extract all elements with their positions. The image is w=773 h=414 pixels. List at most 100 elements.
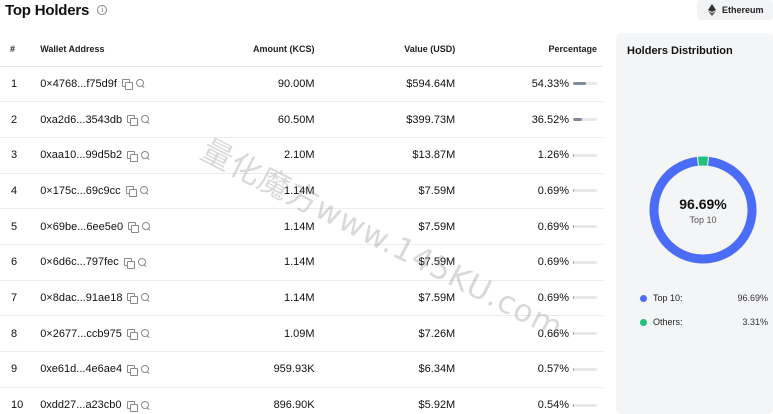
rank-cell: 7 — [0, 280, 41, 317]
column-header-wallet-address: Wallet Address — [40, 33, 181, 67]
wallet-address-link[interactable]: 0xdd27...a23cb0 — [40, 399, 122, 412]
percentage-value: 0.69% — [537, 184, 569, 197]
search-icon[interactable] — [141, 364, 150, 374]
copy-icon[interactable] — [126, 400, 138, 412]
wallet-address-cell: 0×69be...6ee5e0 — [40, 208, 181, 245]
holders-table-body: 1 0×4768...f75d9f 90.00M $594.64M 54.33% 2 0xa… — [0, 66, 603, 414]
value-cell: $5.92M — [316, 387, 458, 414]
wallet-address-link[interactable]: 0×8dac...91ae18 — [40, 291, 123, 304]
percentage-cell: 54.33% — [457, 66, 603, 103]
copy-icon[interactable] — [127, 115, 139, 127]
percentage-bar — [573, 82, 597, 86]
wallet-address-link[interactable]: 0×2677...ccb975 — [40, 327, 122, 340]
wallet-address-cell: 0xaa10...99d5b2 — [40, 137, 181, 174]
percentage-cell: 1.26% — [457, 137, 603, 174]
search-icon[interactable] — [142, 222, 151, 231]
search-icon[interactable] — [140, 329, 150, 338]
percentage-bar — [573, 332, 597, 336]
search-icon[interactable] — [137, 257, 147, 267]
amount-cell: 1.09M — [180, 315, 317, 352]
amount-cell: 90.00M — [180, 66, 317, 103]
wallet-address-link[interactable]: 0xaa10...99d5b2 — [40, 149, 123, 162]
percentage-bar — [573, 153, 597, 157]
percentage-bar — [573, 189, 597, 193]
wallet-address-cell: 0×175c...69c9cc — [40, 173, 181, 210]
wallet-address-cell: 0xa2d6...3543db — [40, 101, 181, 138]
copy-icon[interactable] — [127, 150, 139, 162]
donut-center: 96.69% Top 10 — [647, 154, 759, 266]
rank-cell: 3 — [0, 137, 41, 174]
table-row: 7 0×8dac...91ae18 1.14M $7.59M 0.69% — [0, 280, 603, 317]
legend-dot-others — [640, 318, 647, 326]
percentage-cell: 0.69% — [457, 244, 603, 281]
copy-icon[interactable] — [127, 293, 139, 305]
wallet-address-link[interactable]: 0×6d6c...797fec — [40, 256, 119, 269]
column-header-amount[interactable]: Amount (KCS) — [180, 33, 317, 67]
legend-dot-top10 — [640, 294, 647, 302]
column-header-value[interactable]: Value (USD) — [316, 33, 458, 67]
wallet-address-link[interactable]: 0×4768...f75d9f — [40, 77, 117, 90]
copy-icon[interactable] — [126, 329, 138, 341]
percentage-value: 0.69% — [537, 291, 569, 304]
copy-icon[interactable] — [125, 186, 137, 198]
value-cell: $7.59M — [316, 280, 458, 317]
percentage-value: 36.52% — [531, 113, 569, 126]
search-icon[interactable] — [141, 150, 150, 160]
donut-segment-top10[interactable] — [649, 156, 757, 264]
percentage-value: 0.54% — [537, 399, 569, 412]
rank-cell: 8 — [0, 315, 41, 352]
info-icon[interactable]: i — [97, 5, 108, 15]
chain-selector-label: Ethereum — [722, 5, 764, 15]
legend-item-top10: Top 10: 96.69% — [640, 293, 768, 303]
wallet-address-cell: 0×8dac...91ae18 — [40, 280, 181, 317]
percentage-bar — [573, 367, 597, 371]
table-row: 10 0xdd27...a23cb0 896.90K $5.92M 0.54% — [0, 387, 603, 414]
wallet-address-cell: 0xe61d...4e6ae4 — [40, 351, 181, 388]
search-icon[interactable] — [141, 115, 150, 124]
table-row: 4 0×175c...69c9cc 1.14M $7.59M 0.69% — [0, 173, 603, 210]
value-cell: $594.64M — [316, 66, 458, 103]
copy-icon[interactable] — [128, 222, 140, 234]
rank-cell: 6 — [0, 244, 41, 281]
search-icon[interactable] — [140, 400, 150, 410]
legend-label-others: Others: — [653, 317, 683, 327]
donut-center-label: Top 10 — [689, 214, 717, 225]
percentage-cell: 0.69% — [457, 208, 603, 245]
rank-cell: 10 — [0, 387, 41, 414]
search-icon[interactable] — [135, 79, 145, 88]
table-row: 8 0×2677...ccb975 1.09M $7.26M 0.66% — [0, 315, 603, 352]
copy-icon[interactable] — [123, 257, 135, 269]
copy-icon[interactable] — [121, 79, 133, 91]
amount-cell: 60.50M — [180, 101, 317, 138]
rank-cell: 5 — [0, 208, 41, 245]
rank-cell: 2 — [0, 101, 41, 138]
rank-cell: 1 — [0, 66, 41, 103]
chain-selector-button[interactable]: Ethereum — [697, 0, 773, 20]
wallet-address-link[interactable]: 0×175c...69c9cc — [40, 184, 121, 197]
legend-label-top10: Top 10: — [653, 293, 683, 303]
wallet-address-link[interactable]: 0xe61d...4e6ae4 — [40, 363, 123, 376]
table-row: 9 0xe61d...4e6ae4 959.93K $6.34M 0.57% — [0, 351, 603, 388]
amount-cell: 2.10M — [180, 137, 317, 174]
rank-cell: 4 — [0, 173, 41, 210]
search-icon[interactable] — [139, 186, 149, 195]
amount-cell: 1.14M — [180, 173, 317, 210]
percentage-bar — [573, 260, 597, 264]
amount-cell: 1.14M — [180, 208, 317, 245]
wallet-address-link[interactable]: 0×69be...6ee5e0 — [40, 220, 124, 233]
legend-item-others: Others: 3.31% — [640, 317, 768, 327]
holders-distribution-panel: Holders Distribution 96.69% Top 10 Top 1… — [616, 33, 773, 414]
percentage-value: 1.26% — [537, 149, 569, 162]
distribution-donut-chart — [649, 156, 757, 264]
search-icon[interactable] — [141, 293, 150, 302]
column-header-percentage[interactable]: Percentage — [457, 33, 603, 67]
copy-icon[interactable] — [127, 364, 139, 376]
table-row: 2 0xa2d6...3543db 60.50M $399.73M 36.52% — [0, 101, 603, 138]
percentage-value: 54.33% — [531, 77, 569, 90]
wallet-address-link[interactable]: 0xa2d6...3543db — [40, 113, 123, 126]
amount-cell: 959.93K — [180, 351, 317, 388]
value-cell: $13.87M — [316, 137, 458, 174]
percentage-cell: 0.66% — [457, 315, 603, 352]
percentage-cell: 0.69% — [457, 280, 603, 317]
table-row: 6 0×6d6c...797fec 1.14M $7.59M 0.69% — [0, 244, 603, 281]
